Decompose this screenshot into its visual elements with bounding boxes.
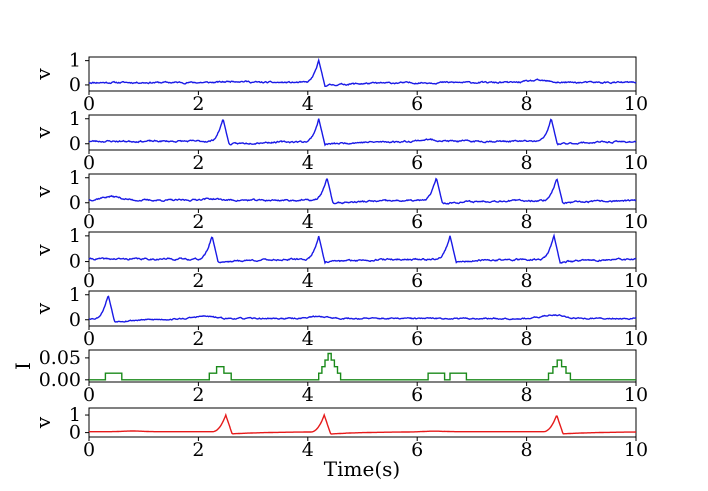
axes-frame — [88, 290, 637, 327]
x-tick-label: 4 — [302, 211, 314, 233]
y-tick-label: 0.05 — [39, 347, 81, 369]
x-tick-label: 6 — [411, 328, 423, 350]
series-line — [88, 295, 637, 323]
axes-frame — [88, 349, 637, 383]
x-tick-label: 10 — [624, 211, 648, 233]
panel-1: 0 2 4 6 8 10 01 v — [31, 50, 648, 115]
y-axis-label: v — [31, 416, 55, 429]
axes-frame — [88, 56, 637, 92]
x-tick-label: 6 — [411, 439, 423, 461]
x-tick-label: 4 — [302, 328, 314, 350]
x-tick-label: 2 — [192, 211, 204, 233]
y-axis-label: v — [31, 68, 55, 81]
x-tick-label: 6 — [411, 152, 423, 174]
x-tick-label: 2 — [192, 328, 204, 350]
y-tick-label: 0 — [69, 309, 81, 331]
x-tick-label: 10 — [624, 270, 648, 292]
series-line — [88, 177, 637, 205]
x-tick-label: 8 — [521, 93, 533, 115]
y-tick-label: 1 — [69, 404, 81, 426]
x-tick-label: 6 — [411, 93, 423, 115]
y-axis-label: I — [11, 362, 35, 370]
x-tick-label: 4 — [302, 93, 314, 115]
x-tick-label: 0 — [83, 211, 95, 233]
y-tick-label: 0 — [69, 192, 81, 214]
x-tick-label: 4 — [302, 270, 314, 292]
y-tick-label: 0 — [69, 74, 81, 96]
x-tick-label: 10 — [624, 328, 648, 350]
axes-frame — [88, 173, 637, 210]
x-tick-label: 0 — [83, 152, 95, 174]
x-tick-label: 2 — [192, 439, 204, 461]
axes-frame — [88, 231, 637, 269]
panel-6: 0 2 4 6 8 10 0.000.05 I — [11, 347, 648, 406]
y-tick-label: 1 — [69, 284, 81, 306]
x-tick-label: 2 — [192, 152, 204, 174]
x-tick-label: 8 — [521, 328, 533, 350]
x-tick-label: 6 — [411, 384, 423, 406]
x-tick-label: 2 — [192, 384, 204, 406]
x-tick-label: 8 — [521, 439, 533, 461]
x-tick-label: 10 — [624, 152, 648, 174]
x-tick-label: 0 — [83, 384, 95, 406]
axes-frame — [88, 407, 637, 438]
y-tick-label: 0.00 — [39, 369, 81, 391]
x-tick-label: 0 — [83, 328, 95, 350]
x-tick-label: 8 — [521, 384, 533, 406]
y-tick-label: 1 — [69, 108, 81, 130]
panel-7: 0 2 4 6 8 10 01 v — [31, 404, 648, 461]
x-tick-label: 0 — [83, 270, 95, 292]
y-tick-label: 1 — [69, 225, 81, 247]
x-tick-label: 6 — [411, 211, 423, 233]
y-tick-label: 1 — [69, 50, 81, 72]
x-tick-label: 4 — [302, 384, 314, 406]
y-tick-label: 0 — [69, 133, 81, 155]
panel-4: 0 2 4 6 8 10 0 1 v — [31, 225, 648, 292]
x-tick-label: 0 — [83, 93, 95, 115]
y-axis-label: v — [31, 126, 55, 139]
series-line — [89, 352, 636, 381]
series-line — [89, 412, 636, 435]
y-axis-label: v — [31, 302, 55, 315]
y-tick-label: 0 — [69, 251, 81, 273]
x-tick-label: 10 — [624, 93, 648, 115]
y-tick-label: 0 — [69, 422, 81, 444]
x-tick-label: 6 — [411, 270, 423, 292]
series-line — [89, 118, 637, 147]
axes-frame — [88, 114, 637, 151]
x-tick-label: 2 — [192, 270, 204, 292]
x-tick-label: 4 — [302, 439, 314, 461]
y-axis-label: v — [31, 244, 55, 257]
x-tick-label: 2 — [192, 93, 204, 115]
x-tick-label: 8 — [521, 270, 533, 292]
x-axis-label: Time(s) — [324, 457, 400, 481]
x-tick-label: 0 — [83, 439, 95, 461]
y-axis-label: v — [31, 185, 55, 198]
x-tick-label: 10 — [624, 439, 648, 461]
y-tick-label: 1 — [69, 167, 81, 189]
series-line — [88, 233, 637, 265]
x-tick-label: 8 — [521, 211, 533, 233]
series-line — [88, 57, 637, 87]
x-tick-label: 8 — [521, 152, 533, 174]
x-tick-label: 10 — [624, 384, 648, 406]
x-tick-label: 4 — [302, 152, 314, 174]
